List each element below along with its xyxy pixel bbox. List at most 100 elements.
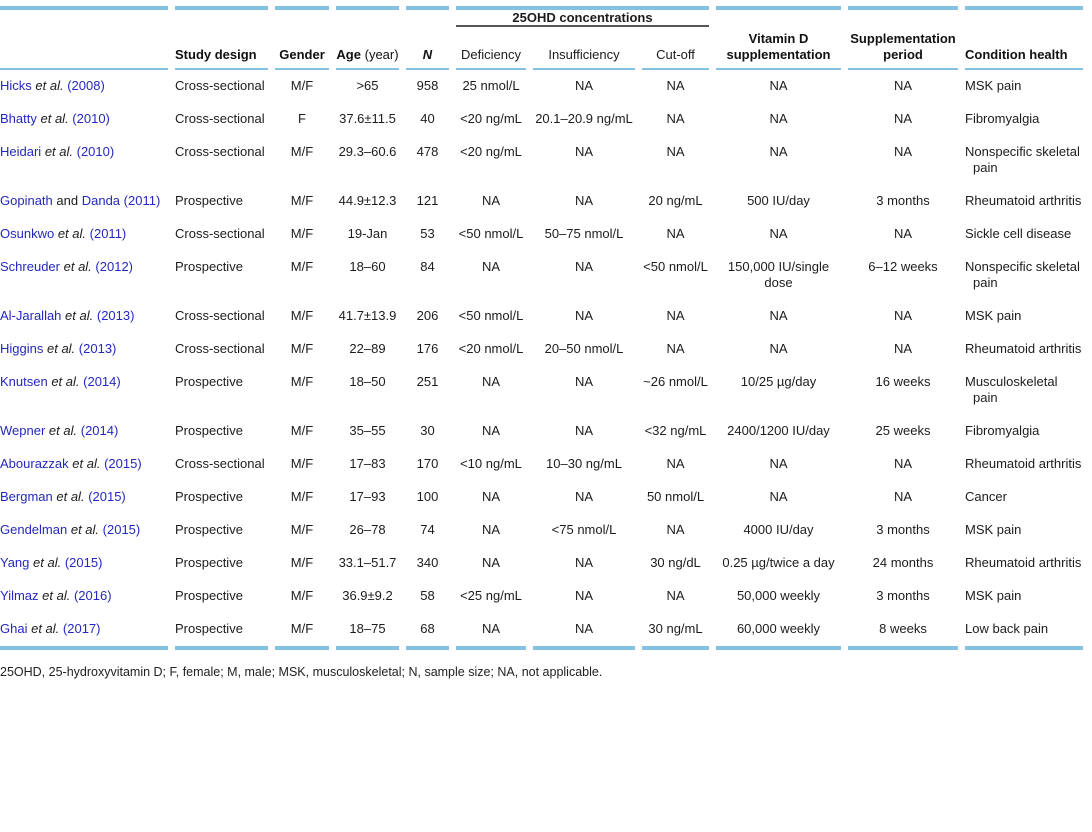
cell-deficiency: NA — [481, 621, 501, 636]
cell-study-design: Prospective — [175, 423, 243, 438]
study-link[interactable]: (2016) — [73, 588, 112, 603]
table-row: Gopinath and Danda (2011) Prospective M/F 4… — [0, 185, 1083, 218]
cell-age: 19-Jan — [347, 226, 388, 241]
study-link[interactable]: Higgins — [0, 341, 44, 356]
study-link[interactable]: Wepner — [0, 423, 46, 438]
study-citation[interactable]: Wepner et al. (2014) — [0, 415, 168, 448]
study-citation[interactable]: Knutsen et al. (2014) — [0, 366, 168, 415]
table-row: Gendelman et al. (2015) Prospective M/F 26–… — [0, 514, 1083, 547]
study-citation[interactable]: Higgins et al. (2013) — [0, 333, 168, 366]
cell-condition-health: MSK pain — [965, 522, 1022, 537]
cell-cutoff: <50 nmol/L — [643, 259, 708, 274]
study-citation[interactable]: Gendelman et al. (2015) — [0, 514, 168, 547]
table-row: Wepner et al. (2014) Prospective M/F 35–55 3… — [0, 415, 1083, 448]
cell-supplementation-period: NA — [893, 308, 913, 323]
study-link[interactable]: (2011) — [89, 226, 127, 241]
cell-n: 340 — [416, 555, 439, 570]
cell-n: 176 — [416, 341, 439, 356]
cell-deficiency: NA — [481, 555, 501, 570]
group-header-25ohd: 25OHD concentrations — [456, 10, 709, 27]
cell-study-design: Prospective — [175, 621, 243, 636]
cell-condition-health: Fibromyalgia — [965, 423, 1040, 438]
col-header-study — [0, 27, 168, 70]
study-citation[interactable]: Schreuder et al. (2012) — [0, 251, 168, 300]
study-link[interactable]: Yilmaz — [0, 588, 39, 603]
cell-condition-health: Nonspecific skeletal pain — [965, 259, 1080, 290]
study-link[interactable]: Gendelman — [0, 522, 68, 537]
study-link[interactable]: (2015) — [102, 522, 141, 537]
study-link[interactable]: Abourazzak — [0, 456, 69, 471]
study-link[interactable]: Gopinath — [0, 193, 53, 208]
cell-deficiency: <50 nmol/L — [458, 226, 524, 241]
study-link[interactable]: (2010) — [72, 111, 110, 126]
cell-cutoff: NA — [666, 226, 685, 241]
cell-cutoff: NA — [666, 588, 685, 603]
study-link[interactable]: Bergman — [0, 489, 53, 504]
study-etal-text: et al. — [51, 374, 80, 389]
study-citation[interactable]: Bergman et al. (2015) — [0, 481, 168, 514]
study-link[interactable]: (2015) — [88, 489, 126, 504]
cell-insufficiency: NA — [574, 555, 594, 570]
study-link[interactable]: Osunkwo — [0, 226, 55, 241]
study-link[interactable]: (2014) — [83, 374, 121, 389]
cell-gender: M/F — [290, 259, 314, 274]
cell-deficiency: <20 ng/mL — [460, 144, 522, 159]
cell-supplementation: 60,000 weekly — [736, 621, 821, 636]
cell-cutoff: ~26 nmol/L — [643, 374, 708, 389]
cell-supplementation-period: 3 months — [876, 588, 930, 603]
study-link[interactable]: Heidari — [0, 144, 42, 159]
study-citation[interactable]: Yang et al. (2015) — [0, 547, 168, 580]
cell-insufficiency: NA — [574, 308, 594, 323]
col-header-n: N — [406, 27, 449, 70]
study-citation[interactable]: Bhatty et al. (2010) — [0, 103, 168, 136]
study-link[interactable]: (2011) — [123, 193, 161, 208]
study-citation[interactable]: Gopinath and Danda (2011) — [0, 185, 168, 218]
study-link[interactable]: (2015) — [104, 456, 142, 471]
study-link[interactable]: Knutsen — [0, 374, 48, 389]
study-link[interactable]: Bhatty — [0, 111, 37, 126]
study-citation[interactable]: Ghai et al. (2017) — [0, 613, 168, 646]
col-header-supplementation-period: Supplementation period — [848, 27, 958, 70]
cell-gender: M/F — [290, 555, 314, 570]
col-header-age-label: Age — [336, 47, 361, 62]
cell-insufficiency: NA — [574, 621, 594, 636]
study-link[interactable]: Schreuder — [0, 259, 60, 274]
cell-cutoff: 20 ng/mL — [648, 193, 703, 208]
rule-segment — [533, 646, 635, 650]
cell-study-design: Cross-sectional — [175, 144, 265, 159]
study-citation[interactable]: Hicks et al. (2008) — [0, 70, 168, 103]
cell-supplementation: 10/25 µg/day — [740, 374, 817, 389]
cell-deficiency: <20 ng/mL — [460, 111, 522, 126]
study-link[interactable]: Hicks — [0, 78, 32, 93]
cell-age: 17–83 — [349, 456, 386, 471]
study-citation[interactable]: Yilmaz et al. (2016) — [0, 580, 168, 613]
study-link[interactable]: Yang — [0, 555, 30, 570]
study-citation[interactable]: Osunkwo et al. (2011) — [0, 218, 168, 251]
study-link[interactable]: Al-Jarallah — [0, 308, 62, 323]
cell-insufficiency: NA — [574, 588, 594, 603]
study-link[interactable]: (2015) — [64, 555, 103, 570]
study-etal-text: et al. — [40, 111, 69, 126]
col-header-gender: Gender — [275, 27, 329, 70]
study-citation[interactable]: Heidari et al. (2010) — [0, 136, 168, 185]
cell-study-design: Prospective — [175, 193, 243, 208]
study-link[interactable]: (2017) — [62, 621, 101, 636]
study-link[interactable]: Danda — [81, 193, 121, 208]
study-link[interactable]: (2013) — [78, 341, 117, 356]
study-citation[interactable]: Abourazzak et al. (2015) — [0, 448, 168, 481]
study-link[interactable]: (2014) — [80, 423, 119, 438]
cell-n: 100 — [416, 489, 439, 504]
cell-supplementation-period: NA — [893, 111, 913, 126]
cell-insufficiency: 50–75 nmol/L — [544, 226, 624, 241]
cell-gender: F — [298, 111, 306, 126]
study-link[interactable]: Ghai — [0, 621, 28, 636]
cell-age: 17–93 — [349, 489, 386, 504]
study-link[interactable]: (2013) — [96, 308, 135, 323]
study-link[interactable]: (2010) — [76, 144, 115, 159]
rule-segment — [406, 646, 449, 650]
study-citation[interactable]: Al-Jarallah et al. (2013) — [0, 300, 168, 333]
cell-n: 170 — [416, 456, 439, 471]
study-link[interactable]: (2008) — [67, 78, 105, 93]
study-link[interactable]: (2012) — [95, 259, 133, 274]
rule-segment — [642, 646, 709, 650]
